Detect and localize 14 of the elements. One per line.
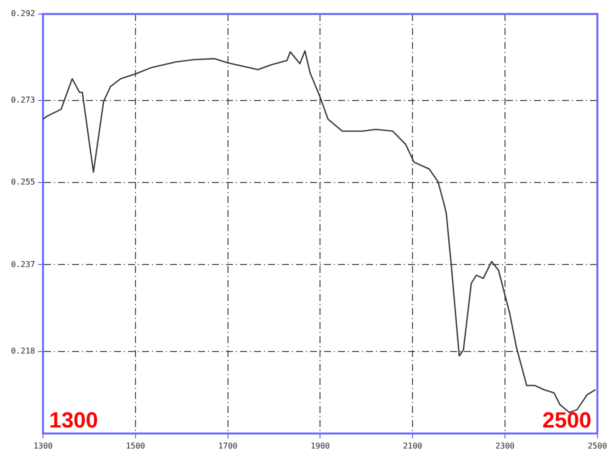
x-tick-label: 2100 [402, 441, 422, 450]
y-tick-label: 0.292 [10, 9, 36, 18]
y-tick-label: 0.255 [10, 178, 36, 187]
y-tick-label: 0.273 [10, 96, 36, 105]
y-tick-label: 0.237 [10, 260, 36, 269]
annotation: 1300 [49, 407, 98, 432]
x-tick-label: 1300 [33, 441, 53, 450]
x-tick-label: 2500 [588, 441, 608, 450]
x-tick-label: 1900 [310, 441, 330, 450]
annotation: 2500 [542, 407, 592, 432]
x-tick-label: 2300 [495, 441, 515, 450]
y-tick-label: 0.218 [10, 346, 36, 356]
x-tick-label: 1700 [218, 441, 238, 450]
x-tick-label: 1500 [126, 441, 146, 450]
